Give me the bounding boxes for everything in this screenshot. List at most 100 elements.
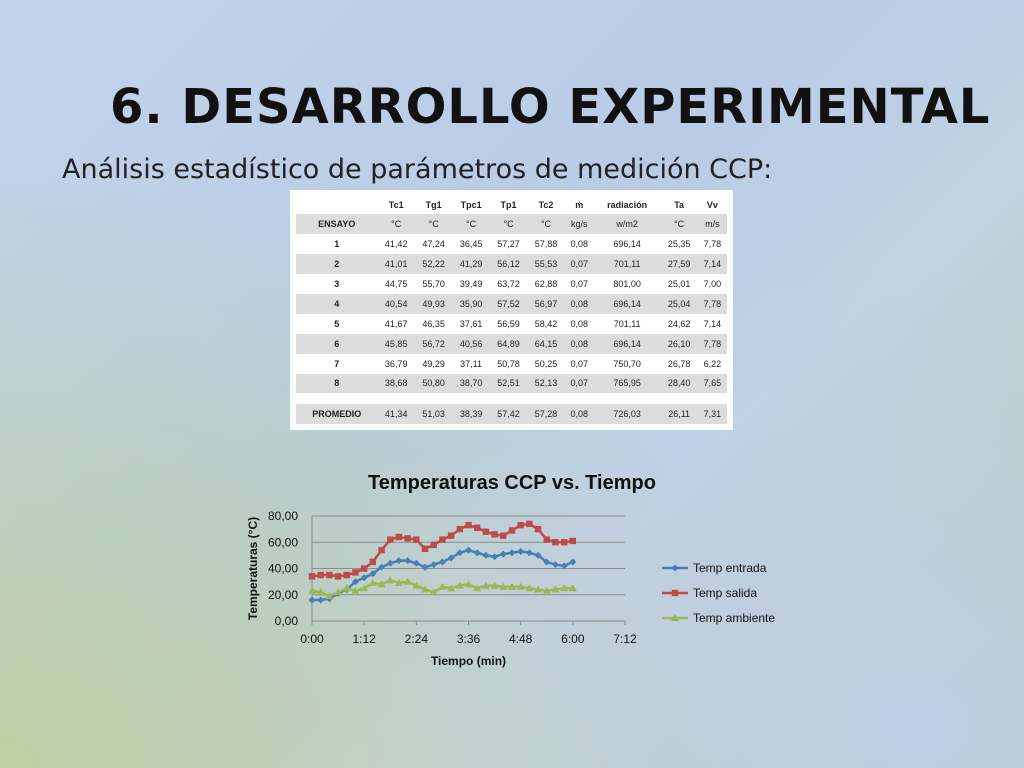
x-tick-label: 3:36: [457, 632, 481, 646]
table-cell: 1: [334, 238, 340, 249]
table-cell: 750,70: [613, 358, 641, 369]
data-point: [360, 565, 368, 572]
table-cell: 56,59: [497, 318, 520, 329]
x-tick-label: 4:48: [509, 632, 533, 646]
table-cell: 26,78: [667, 358, 691, 369]
data-point: [464, 580, 473, 588]
table-cell: 52,22: [414, 253, 453, 274]
data-point: [560, 539, 568, 546]
data-point: [430, 541, 437, 549]
table-cell: 49,29: [422, 358, 445, 369]
series-line-1: [312, 548, 574, 602]
table-cell: 40,54: [377, 293, 415, 314]
table-cell: °C: [414, 214, 453, 234]
table-cell: 47,24: [422, 238, 445, 249]
table-cell: 696,14: [593, 293, 661, 314]
data-point: [351, 578, 359, 586]
table-cell: 701,11: [593, 253, 661, 274]
data-point: [447, 532, 455, 539]
data-point: [525, 549, 533, 557]
slide-title: 6. DESARROLLO EXPERIMENTAL: [110, 79, 991, 135]
data-point: [326, 571, 333, 579]
data-point: [325, 592, 334, 600]
y-tick-label: 80,00: [268, 509, 298, 523]
data-point: [317, 596, 325, 604]
table-row: 1 41,42 47,24 36,45 57,27 57,88 0,08 696,14 25,3…: [296, 234, 727, 254]
table-cell: PROMEDIO: [296, 403, 378, 424]
table-cell: 41,42: [384, 238, 408, 249]
data-point: [551, 561, 559, 569]
table-header-cell: ṁ: [575, 200, 584, 210]
table-row: 5 41,67 46,35 37,61 56,59 58,42 0,08 701,11 24,6…: [296, 314, 727, 334]
table-cell: 62,88: [534, 278, 558, 289]
table-row: 4 40,54 49,93 35,90 57,52 56,97 0,08 696,14 25,0…: [296, 293, 727, 314]
data-point: [482, 528, 490, 535]
data-point: [508, 549, 516, 557]
data-point: [499, 550, 507, 558]
chart-title: Temperaturas CCP vs. Tiempo: [368, 472, 656, 494]
data-point: [360, 584, 369, 592]
data-point: [368, 578, 377, 586]
table-cell: 37,11: [460, 358, 483, 369]
data-point: [543, 558, 551, 566]
data-point: [395, 533, 403, 541]
table-row: 7 36,79 49,29 37,11 50,78 50,25 0,07 750,70 26,7…: [296, 354, 727, 374]
table-cell: 7,78: [697, 293, 727, 314]
table-cell: 41,01: [377, 253, 415, 274]
table-cell: °C: [452, 214, 490, 234]
data-point: [500, 532, 507, 539]
data-point: [671, 614, 679, 621]
data-point: [412, 581, 421, 589]
data-point: [560, 584, 569, 592]
table-cell: 24,62: [667, 318, 691, 329]
table-cell: 35,90: [452, 293, 490, 314]
table-cell: 52,51: [489, 373, 528, 394]
data-point: [473, 524, 481, 532]
data-point: [465, 521, 472, 529]
data-point: [560, 562, 568, 570]
data-point: [671, 564, 679, 572]
data-point: [569, 558, 577, 566]
table-cell: 25,01: [667, 278, 691, 289]
slide-subtitle: Análisis estadístico de parámetros de me…: [62, 154, 773, 185]
table-header-cell: [296, 196, 377, 214]
table-cell: 63,72: [497, 278, 520, 289]
x-tick-label: 0:00: [300, 632, 324, 646]
table-header-row: Tc1 Tg1 Tpc1 Tp1 Tc2 ṁ radiación Ta Vv: [296, 196, 727, 214]
data-point: [316, 588, 325, 596]
data-point: [308, 586, 316, 594]
table-cell: 46,35: [422, 318, 445, 329]
table-cell: 55,53: [527, 253, 565, 274]
table-cell: 56,72: [414, 333, 453, 354]
data-point: [526, 520, 533, 528]
table-cell: w/m2: [593, 214, 661, 234]
table-cell: 0,08: [564, 293, 594, 314]
table-cell: 8: [296, 373, 378, 394]
data-point: [360, 574, 368, 582]
x-tick-label: 2:24: [405, 632, 429, 646]
table-cell: 55,70: [422, 278, 445, 289]
table-header-cell: Ta: [674, 200, 685, 210]
data-point: [482, 551, 490, 559]
table-cell: 765,95: [593, 373, 661, 394]
table-row: 3 44,75 55,70 39,49 63,72 62,88 0,07 801,00 25,0…: [296, 274, 727, 294]
data-point: [447, 584, 456, 592]
x-axis-title: Tiempo (min): [431, 654, 506, 668]
data-point: [430, 561, 438, 569]
data-point: [491, 531, 498, 538]
table-cell: 52,13: [527, 373, 565, 394]
table-cell: 28,40: [660, 373, 698, 394]
table-cell: 6,22: [703, 358, 722, 369]
table-cell: 0,07: [570, 358, 589, 369]
table-cell: 701,11: [613, 318, 641, 329]
table-cell: 0,07: [570, 278, 589, 289]
table-cell: 4: [296, 293, 378, 314]
data-point: [404, 535, 411, 542]
table-cell: 5: [334, 318, 340, 329]
table-cell: ENSAYO: [296, 214, 378, 234]
table-row: 2 41,01 52,22 41,29 56,12 55,53 0,07 701,11 27,5…: [296, 253, 727, 274]
data-point: [543, 536, 550, 543]
table-cell: 49,93: [414, 293, 453, 314]
data-point: [387, 536, 394, 543]
table-cell: 0,08: [570, 318, 589, 329]
